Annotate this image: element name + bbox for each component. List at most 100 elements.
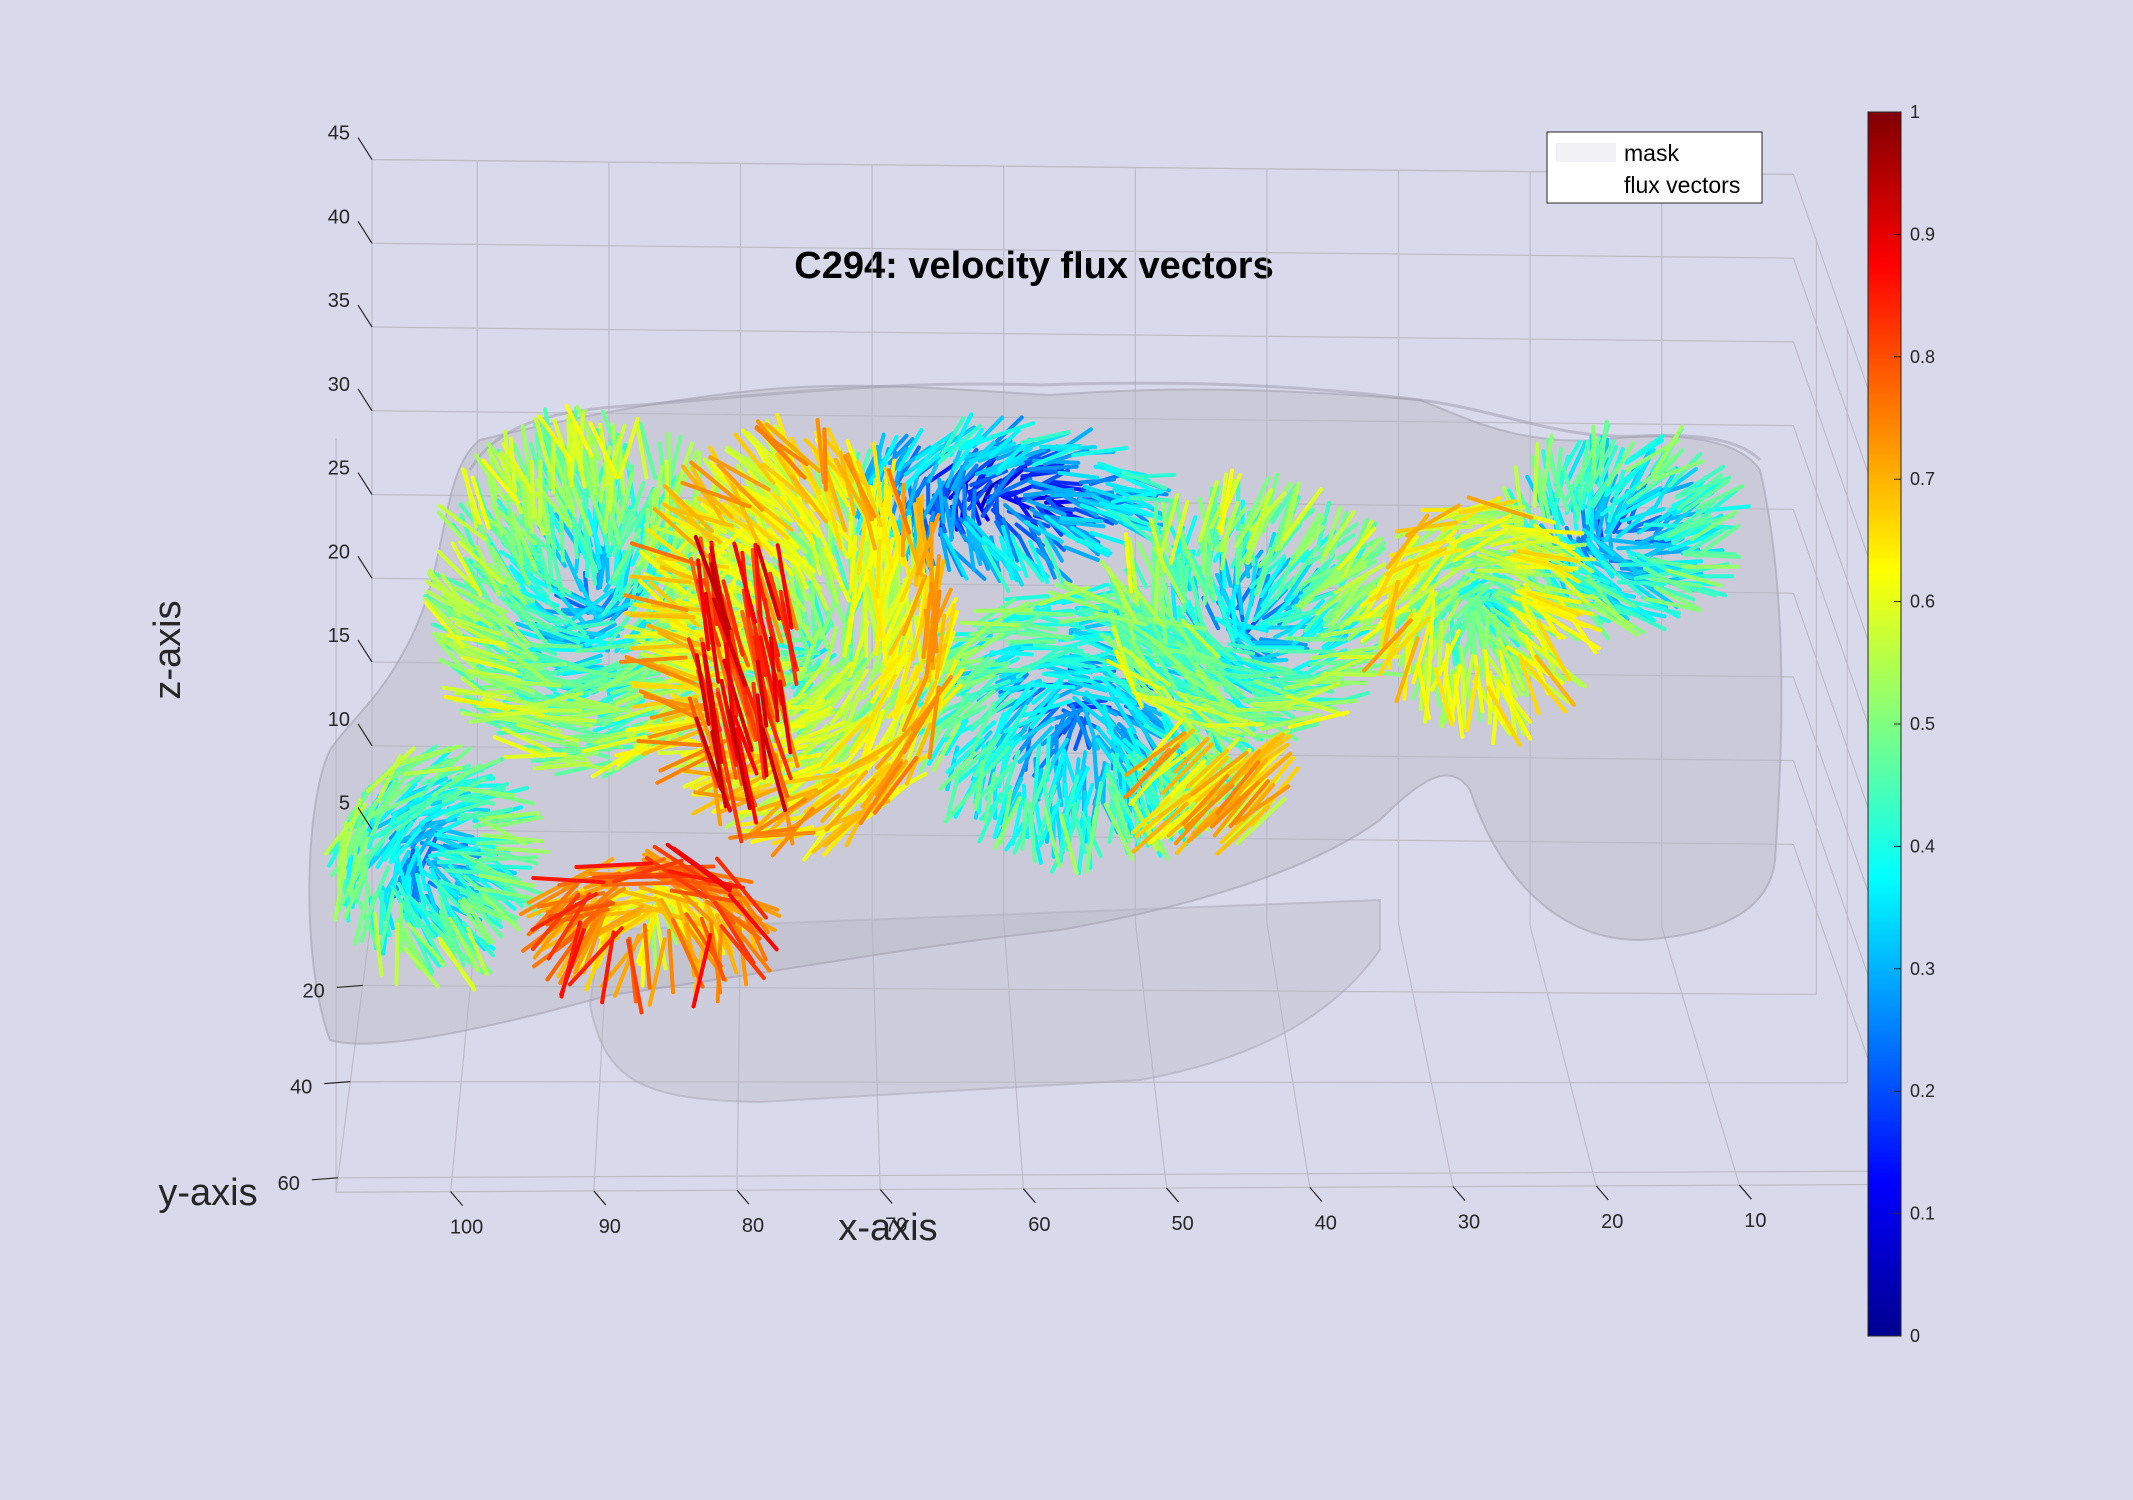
flux-vector [959, 620, 1021, 628]
flux-vector [869, 644, 911, 691]
flux-vector [1427, 598, 1436, 668]
flux-vector [642, 923, 652, 990]
flux-vector [503, 530, 531, 587]
flux-vector [725, 764, 782, 799]
flux-vector [1161, 501, 1170, 554]
flux-vector [449, 616, 502, 637]
flux-vector [1416, 663, 1431, 720]
legend-label-flux: flux vectors [1624, 172, 1740, 198]
flux-vector [1176, 691, 1226, 737]
flux-vector [618, 416, 640, 478]
x-tick-label: 50 [1171, 1213, 1193, 1235]
flux-vector [394, 922, 400, 986]
flux-vector [1561, 466, 1580, 517]
flux-vector [1128, 495, 1179, 503]
flux-vector [1163, 760, 1206, 803]
flux-vector [771, 490, 813, 535]
flux-vector [352, 893, 370, 946]
flux-vector [924, 603, 938, 676]
flux-vector [623, 593, 689, 612]
flux-vector [1062, 774, 1080, 823]
flux-vector [1540, 434, 1554, 497]
flux-vector [1616, 544, 1665, 551]
flux-vector [1099, 675, 1134, 710]
flux-vector [754, 425, 807, 480]
flux-vector [1234, 491, 1271, 549]
flux-vector [1430, 598, 1461, 657]
flux-vector [1181, 774, 1230, 826]
flux-vector [763, 702, 793, 781]
tick-mark [357, 555, 373, 579]
flux-vector [1668, 531, 1720, 552]
flux-vector [444, 799, 491, 817]
flux-vector [1534, 654, 1576, 707]
flux-vector [1010, 533, 1029, 579]
flux-vector [1158, 493, 1180, 558]
flux-vector [1541, 449, 1555, 506]
flux-vector [1473, 654, 1485, 714]
flux-vector [1597, 419, 1609, 476]
flux-vector [1381, 563, 1420, 621]
flux-vector [989, 650, 1034, 657]
flux-vector [934, 613, 947, 681]
flux-vector [987, 421, 1036, 440]
flux-vector [1185, 748, 1230, 789]
flux-vector [893, 664, 919, 719]
flux-vector [916, 683, 963, 732]
flux-vector [396, 796, 438, 832]
flux-vector [535, 538, 553, 594]
flux-vector [634, 420, 649, 480]
flux-vector [1316, 679, 1368, 685]
flux-vector [746, 797, 808, 839]
flux-vector [755, 571, 781, 658]
flux-vector [986, 468, 1016, 505]
flux-vector [1308, 654, 1369, 686]
flux-vector [1517, 653, 1541, 716]
flux-vector [629, 541, 702, 567]
flux-vector [581, 909, 608, 975]
grid-line-x-floor [1397, 923, 1454, 1187]
flux-vector [988, 428, 1021, 459]
flux-vector [721, 579, 745, 657]
flux-vector [823, 547, 852, 603]
flux-vector [509, 723, 565, 742]
flux-vector [435, 638, 474, 681]
flux-vector [491, 603, 531, 646]
flux-vector [1598, 473, 1618, 520]
flux-vector [895, 648, 915, 709]
flux-vector [1235, 796, 1287, 845]
flux-vector [403, 946, 440, 989]
flux-vector [1219, 468, 1235, 536]
flux-vector [1027, 761, 1052, 817]
flux-vector [862, 673, 898, 733]
flux-vector [937, 423, 982, 465]
flux-vector [452, 914, 478, 958]
flux-vector [1057, 470, 1100, 480]
flux-vector [1198, 480, 1219, 543]
flux-vector [1123, 753, 1132, 801]
flux-vector [1589, 593, 1634, 629]
flux-vector [626, 704, 672, 741]
flux-vector [845, 439, 868, 495]
flux-vector [1229, 706, 1291, 713]
flux-vector [559, 899, 610, 948]
flux-vector [441, 685, 506, 700]
flux-vector [412, 798, 455, 819]
flux-vector [480, 569, 524, 611]
flux-vector [874, 717, 921, 770]
flux-vector [813, 718, 863, 746]
flux-vector [1344, 668, 1404, 677]
flux-vector [982, 545, 1011, 593]
flux-vector [774, 772, 841, 786]
flux-vector [340, 798, 363, 859]
flux-vector [617, 499, 651, 551]
flux-vector [529, 621, 581, 645]
flux-vector [1387, 615, 1432, 661]
flux-vector [733, 432, 776, 486]
flux-vector [519, 667, 572, 685]
flux-vector [1088, 530, 1130, 547]
flux-vector [398, 853, 417, 896]
flux-vector [1675, 464, 1726, 499]
flux-vector [1096, 610, 1151, 623]
flux-vector [730, 482, 762, 549]
